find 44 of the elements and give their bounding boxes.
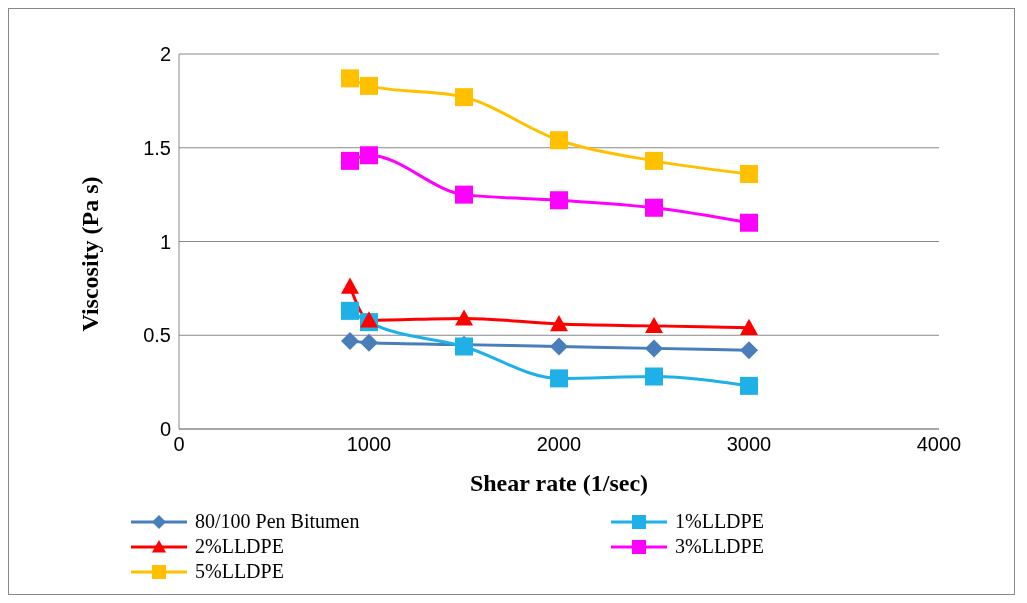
point: [341, 151, 359, 170]
y-tick-label: 2: [159, 43, 171, 66]
legend-label: 1%LLDPE: [675, 509, 764, 534]
point: [645, 339, 663, 358]
point: [455, 185, 473, 204]
point: [550, 191, 568, 210]
x-axis-title: Shear rate (1/sec): [469, 470, 649, 496]
point: [455, 88, 473, 107]
point: [740, 213, 758, 232]
point: [341, 69, 359, 88]
y-tick-label: 0: [159, 418, 171, 441]
point: [645, 151, 663, 170]
x-tick-label: 0: [173, 433, 185, 456]
point: [341, 331, 359, 350]
point: [360, 311, 378, 328]
point: [740, 165, 758, 183]
point: [645, 198, 663, 217]
y-tick-label: 0.5: [143, 324, 171, 347]
legend-label: 80/100 Pen Bitumen: [195, 509, 360, 534]
y-axis-title: Viscosity (Pa s): [76, 176, 103, 332]
legend-label: 2%LLDPE: [195, 534, 284, 559]
point: [740, 341, 758, 360]
point: [550, 369, 568, 388]
y-tick-label: 1: [159, 230, 171, 253]
x-tick-label: 3000: [726, 433, 772, 456]
point: [341, 277, 359, 294]
legend-label: 3%LLDPE: [675, 534, 764, 559]
x-tick-label: 4000: [916, 433, 962, 456]
point: [645, 316, 663, 334]
point: [645, 367, 663, 386]
point: [550, 337, 568, 356]
legend-label: 5%LLDPE: [195, 559, 284, 584]
x-tick-label: 1000: [346, 433, 392, 456]
point: [550, 315, 568, 332]
y-tick-label: 1.5: [143, 136, 171, 159]
point: [740, 318, 758, 335]
point: [740, 376, 758, 395]
point: [360, 76, 378, 95]
point: [360, 146, 378, 165]
point: [550, 131, 568, 150]
x-tick-label: 2000: [536, 433, 582, 456]
point: [341, 301, 359, 320]
point: [455, 309, 473, 326]
point: [360, 333, 378, 352]
